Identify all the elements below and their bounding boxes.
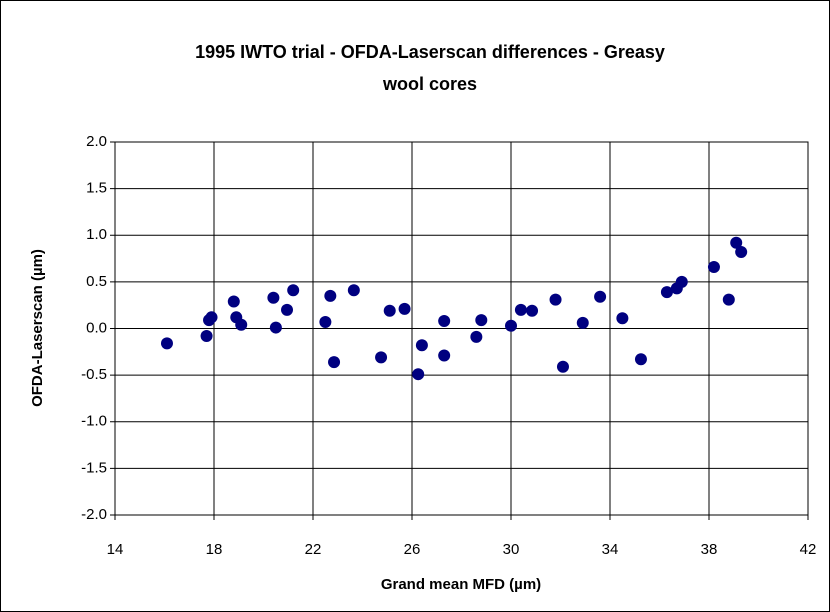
point [722,293,735,306]
point [594,290,607,303]
y-tick-label: 0.0 [86,319,107,336]
x-tick-label: 38 [701,541,718,558]
x-tick-label: 14 [107,541,124,558]
point [505,319,517,332]
point [287,284,300,297]
y-tick-label: 1.0 [86,226,107,243]
point [660,286,673,299]
y-tick-label: -1.0 [81,413,107,430]
x-tick-label: 42 [800,541,817,558]
y-axis-label: OFDA-Laserscan (µm) [29,249,46,407]
y-tick-label: 1.5 [86,180,107,197]
point [235,318,248,331]
point [730,236,743,249]
point [227,295,240,308]
x-tick-label: 30 [503,541,520,558]
point [412,368,425,381]
point [707,260,720,273]
x-tick-label: 34 [602,541,619,558]
y-tick-label: -1.5 [81,459,107,476]
point [281,303,294,316]
point [160,337,173,350]
point [576,316,589,329]
point [475,314,488,327]
x-tick-label: 26 [404,541,421,558]
point [375,351,388,364]
point [438,315,451,328]
point [735,246,748,259]
x-tick-label: 18 [206,541,223,558]
point [328,356,341,369]
point [634,353,647,366]
chart-subtitle: wool cores [382,74,477,94]
point [438,349,451,362]
y-tick-label: -0.5 [81,366,107,383]
x-axis-label: Grand mean MFD (µm) [381,576,541,593]
point [415,339,428,352]
point [470,330,483,343]
y-tick-label: 2.0 [86,133,107,150]
y-tick-label: 0.5 [86,273,107,290]
point [347,284,360,297]
y-tick-label: -2.0 [81,506,107,523]
plot-area [114,141,809,516]
point [200,329,213,342]
point [269,321,282,334]
chart-title: 1995 IWTO trial - OFDA-Laserscan differe… [195,42,665,62]
point [675,275,688,288]
point [324,289,337,302]
point [383,304,396,317]
point [267,291,280,304]
point [556,360,569,373]
point [549,293,562,306]
x-tick-label: 22 [305,541,322,558]
point [319,315,332,328]
point [398,302,411,315]
point [526,304,539,317]
point [616,312,629,325]
point [514,303,527,316]
point [205,311,218,324]
